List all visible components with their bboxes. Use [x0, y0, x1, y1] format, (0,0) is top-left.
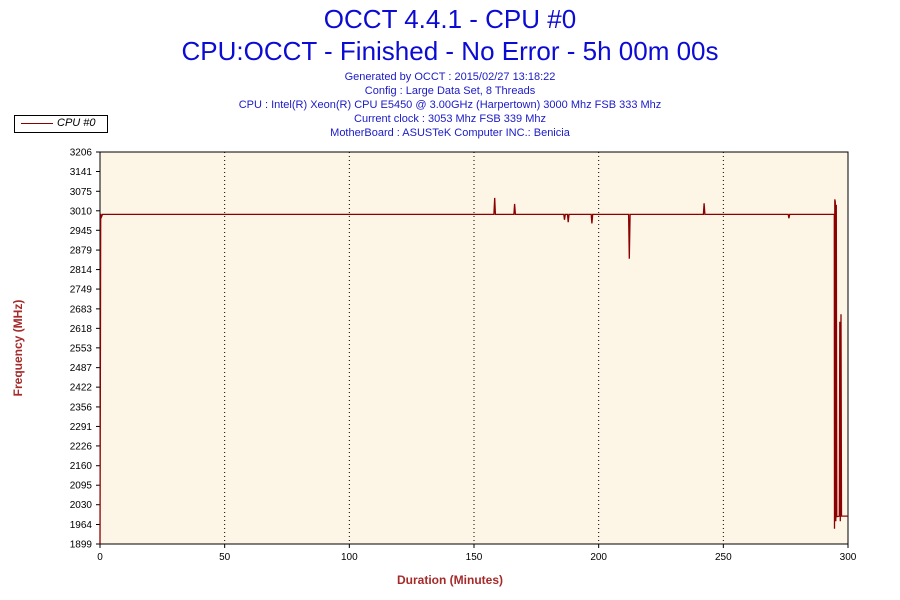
y-tick-label: 1899	[70, 540, 93, 551]
chart-legend: CPU #0	[14, 115, 108, 133]
info-config: Config : Large Data Set, 8 Threads	[364, 85, 536, 97]
y-tick-label: 2226	[70, 441, 93, 452]
x-tick-label: 200	[590, 552, 607, 563]
y-tick-label: 2422	[70, 383, 93, 394]
info-generated: Generated by OCCT : 2015/02/27 13:18:22	[344, 71, 556, 83]
x-axis-label: Duration (Minutes)	[397, 573, 503, 587]
y-tick-label: 2160	[70, 461, 93, 472]
x-tick-label: 0	[97, 552, 103, 563]
y-tick-label: 2683	[70, 304, 93, 315]
info-cpu: CPU : Intel(R) Xeon(R) CPU E5450 @ 3.00G…	[238, 99, 662, 111]
y-tick-label: 2291	[70, 422, 93, 433]
series-line-cpu0	[99, 197, 848, 544]
info-motherboard: MotherBoard : ASUSTeK Computer INC.: Ben…	[330, 127, 570, 139]
y-tick-label: 2749	[70, 285, 93, 296]
y-tick-label: 2553	[70, 343, 93, 354]
y-tick-label: 2814	[70, 265, 93, 276]
legend-series-label: CPU #0	[57, 117, 96, 129]
x-tick-label: 250	[715, 552, 732, 563]
y-tick-label: 3206	[70, 148, 93, 159]
y-tick-label: 2618	[70, 324, 93, 335]
info-current-clock: Current clock : 3053 Mhz FSB 339 Mhz	[354, 113, 546, 125]
x-tick-label: 100	[341, 552, 358, 563]
y-tick-label: 3075	[70, 187, 93, 198]
chart-subtitle: CPU:OCCT - Finished - No Error - 5h 00m …	[181, 36, 719, 66]
y-tick-label: 2945	[70, 226, 93, 237]
x-tick-label: 150	[466, 552, 483, 563]
y-tick-label: 2095	[70, 481, 93, 492]
x-tick-label: 300	[840, 552, 857, 563]
legend-series-swatch	[21, 123, 53, 124]
y-tick-label: 2030	[70, 500, 93, 511]
y-tick-label: 3141	[70, 167, 93, 178]
y-tick-label: 1964	[70, 520, 93, 531]
y-axis-label: Frequency (MHz)	[11, 299, 25, 397]
y-tick-label: 2356	[70, 402, 93, 413]
x-tick-label: 50	[219, 552, 231, 563]
y-tick-label: 2487	[70, 363, 93, 374]
chart-title: OCCT 4.4.1 - CPU #0	[323, 4, 577, 34]
y-tick-label: 2879	[70, 246, 93, 257]
y-tick-label: 3010	[70, 206, 93, 217]
